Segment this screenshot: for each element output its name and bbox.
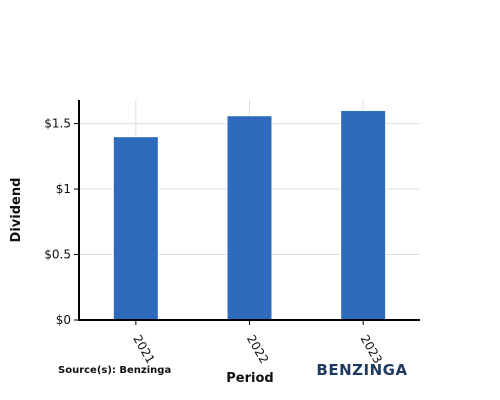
x-ticks: 2021 2022 2023 xyxy=(130,320,385,366)
x-tick-label: 2021 xyxy=(130,333,157,366)
y-ticks: $0 $0.5 $1 $1.5 xyxy=(44,117,79,327)
bar-2023 xyxy=(340,109,387,321)
source-label: Source(s): Benzinga xyxy=(58,365,171,376)
bar-2022 xyxy=(226,115,273,321)
benzinga-logo: BENZINGA xyxy=(316,361,407,379)
y-tick-label: $1 xyxy=(56,182,71,196)
bar-2021 xyxy=(112,136,159,321)
y-tick-label: $1.5 xyxy=(44,117,71,131)
x-axis-title: Period xyxy=(226,371,273,386)
x-tick-label: 2022 xyxy=(244,333,271,366)
bars-layer xyxy=(112,109,387,321)
y-tick-label: $0 xyxy=(56,313,71,327)
y-tick-label: $0.5 xyxy=(44,248,71,262)
y-axis-title: Dividend xyxy=(9,178,24,243)
